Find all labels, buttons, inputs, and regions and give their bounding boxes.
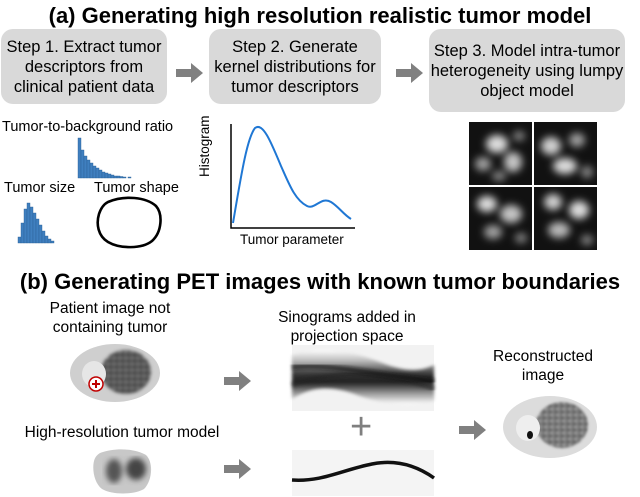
size-label: Tumor size: [4, 180, 76, 196]
reconstructed-label: Reconstructed image: [493, 348, 593, 384]
tumor-model-label: High-resolution tumor model: [24, 424, 220, 441]
tbr-histogram: [77, 137, 132, 179]
step-2-label: Step 2. Generate kernel distributions fo…: [214, 37, 376, 96]
patient-pet-image: [70, 344, 160, 402]
shape-label: Tumor shape: [94, 180, 179, 196]
sinogram-label: Sinograms added in projection space: [278, 309, 416, 345]
tumor-model-image: [92, 447, 154, 495]
reconstructed-pet-image: [503, 396, 597, 458]
kernel-distribution-plot: [230, 124, 355, 229]
step-1-box: Step 1. Extract tumor descriptors from c…: [1, 29, 167, 104]
size-histogram: [17, 202, 55, 244]
arrow-patient-to-sinogram: [224, 371, 251, 391]
tbr-label: Tumor-to-background ratio: [2, 119, 174, 135]
kde-curve: [232, 125, 352, 224]
arrow-tumor-to-sinogram: [224, 459, 251, 479]
step-1-label: Step 1. Extract tumor descriptors from c…: [6, 37, 162, 96]
arrow-to-reconstruction: [459, 420, 486, 440]
part-a-title: (a) Generating high resolution realistic…: [48, 3, 592, 28]
plot-axes: [230, 124, 355, 229]
tumor-sinogram: [291, 450, 436, 496]
patient-image-label: Patient image not containing tumor: [49, 300, 171, 336]
lumpy-object-grid: [469, 122, 597, 250]
plus-sign: +: [350, 406, 373, 448]
patient-sinogram: [291, 345, 435, 411]
step-3-label: Step 3. Model intra-tumor heterogeneity …: [430, 41, 624, 100]
arrow-step2-to-step3: [396, 63, 423, 83]
step-3-box: Step 3. Model intra-tumor heterogeneity …: [429, 29, 625, 112]
tumor-shape-outline: [96, 196, 162, 249]
arrow-step1-to-step2: [176, 63, 203, 83]
parameter-axis-label: Tumor parameter: [240, 232, 344, 247]
part-b-title: (b) Generating PET images with known tum…: [19, 269, 621, 294]
histogram-axis-label: Histogram: [197, 115, 212, 177]
step-2-box: Step 2. Generate kernel distributions fo…: [209, 29, 381, 104]
